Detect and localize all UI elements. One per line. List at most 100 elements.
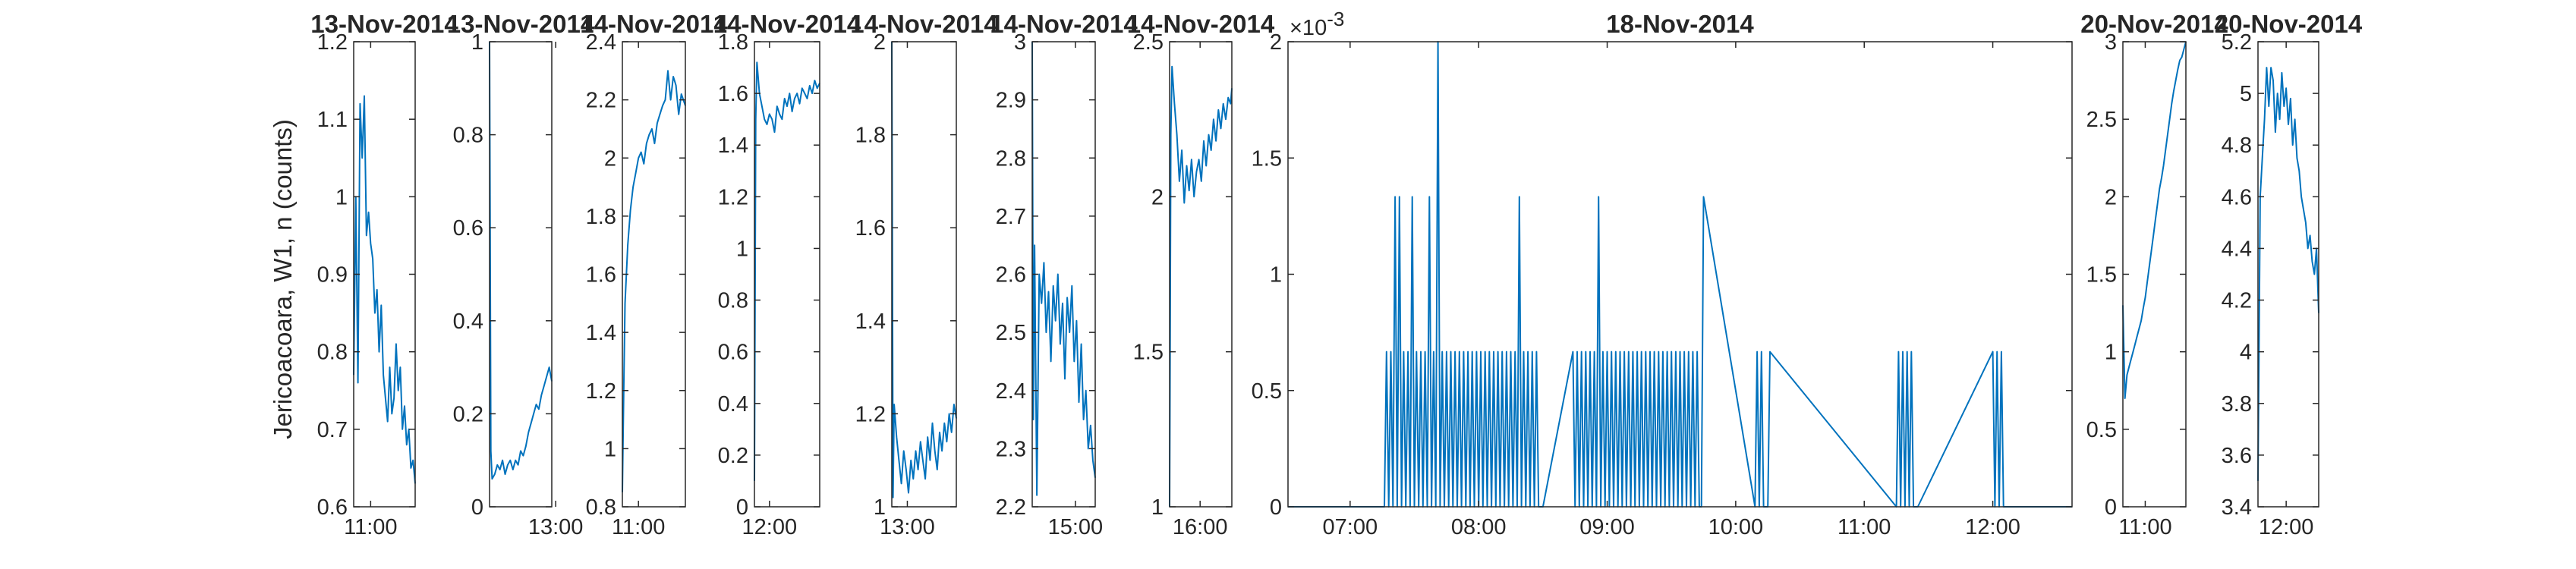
y-tick-label: 1 (335, 185, 348, 209)
y-tick-label: 0.8 (586, 495, 616, 520)
x-tick-label: 11:00 (2118, 515, 2171, 539)
y-tick-label: 1.6 (718, 82, 748, 106)
series-line (891, 41, 957, 498)
axes-box (891, 41, 957, 508)
panel-3: 0.8 1 1.2 1.4 1.6 1.8 2 2.2 2.4 11:00 14-Nov-2014 (580, 10, 728, 539)
panel-title: 13-Nov-2014 (447, 10, 595, 38)
y-tick-label: 1.4 (586, 321, 616, 345)
y-tick-label: 2.9 (996, 89, 1026, 113)
y-tick-label: 3.4 (2222, 495, 2252, 520)
y-tick-label: 1 (736, 237, 748, 261)
y-tick-label: 2.8 (996, 146, 1026, 171)
y-tick-label: 1.6 (586, 263, 616, 288)
y-tick-label: 1 (604, 437, 616, 461)
y-tick-label: 1 (2105, 341, 2117, 365)
y-tick-label: 5 (2240, 82, 2252, 106)
y-axis-label: Jericoacoara, W1, n (counts) (269, 119, 297, 439)
y-tick-label: 0.8 (317, 341, 348, 365)
y-tick-label: 2.2 (586, 89, 616, 113)
panel-9: 0 0.5 1 1.5 2 2.5 3 11:00 20-Nov-2014 (2080, 10, 2228, 539)
panels: 0.60.70.80.911.11.211:0013-Nov-201400.20… (310, 8, 2363, 539)
y-tick-label: 2.3 (996, 437, 1026, 461)
y-tick-label: 2 (1151, 185, 1164, 209)
y-tick-label: 1.2 (317, 30, 348, 55)
y-tick-label: 0.4 (718, 392, 748, 417)
y-tick-label: 0.9 (317, 263, 348, 288)
y-tick-label: 4.8 (2222, 134, 2252, 158)
panel-title: 20-Nov-2014 (2080, 10, 2228, 38)
y-tick-label: 2.2 (996, 495, 1026, 520)
y-tick-label: 2.5 (1133, 30, 1164, 55)
y-tick-label: 0 (471, 495, 483, 520)
panel-10: 3.4 3.6 3.8 4 4.2 4.4 4.6 4.8 5 5.2 12:00 20-Nov-20… (2215, 10, 2363, 539)
panel-title: 14-Nov-2014 (990, 10, 1138, 38)
y-tick-label: 0.6 (317, 495, 348, 520)
x-tick-label: 11:00 (1838, 515, 1891, 539)
y-tick-label: 2 (2105, 185, 2117, 209)
y-tick-label: 0.6 (453, 216, 483, 240)
x-tick-label: 12:00 (1965, 515, 2020, 539)
y-tick-label: 1.5 (1252, 146, 1282, 171)
axes-box (2257, 41, 2319, 508)
y-tick-label: 3 (1014, 30, 1026, 55)
x-tick-label: 13:00 (528, 515, 584, 539)
panel-5: 1 1.2 1.4 1.6 1.8 2 13:00 14-Nov-2014 (850, 10, 998, 539)
panel-title: 14-Nov-2014 (713, 10, 861, 38)
y-tick-label: 0.7 (317, 418, 348, 442)
y-tick-label: 0.6 (718, 341, 748, 365)
y-tick-label: 1.4 (718, 134, 748, 158)
y-tick-label: 5.2 (2222, 30, 2252, 55)
x-tick-label: 15:00 (1048, 515, 1104, 539)
y-tick-label: 0.8 (453, 124, 483, 148)
panel-title: 14-Nov-2014 (1127, 10, 1275, 38)
y-tick-label: 4.2 (2222, 289, 2252, 313)
y-tick-label: 3.8 (2222, 392, 2252, 417)
y-tick-label: 2.4 (586, 30, 616, 55)
y-tick-label: 2.7 (996, 205, 1026, 229)
y-tick-label: 0.2 (453, 402, 483, 426)
x-tick-label: 08:00 (1451, 515, 1507, 539)
y-tick-label: 1.8 (586, 205, 616, 229)
y-tick-label: 0.8 (718, 289, 748, 313)
series-line (754, 61, 820, 481)
x-tick-label: 11:00 (344, 515, 397, 539)
y-tick-label: 3.6 (2222, 444, 2252, 468)
x-tick-label: 09:00 (1579, 515, 1635, 539)
series-line (1169, 65, 1233, 508)
y-tick-label: 1 (1270, 263, 1282, 288)
series-line (2122, 41, 2187, 399)
y-tick-label: 1 (471, 30, 483, 55)
y-tick-label: 0.4 (453, 310, 483, 334)
y-tick-label: 1 (1151, 495, 1164, 520)
panel-6: 2.2 2.3 2.4 2.5 2.6 2.7 2.8 2.9 3 15:00 14-Nov-201… (990, 10, 1138, 539)
y-tick-label: 1.2 (855, 402, 886, 426)
x-tick-label: 11:00 (612, 515, 665, 539)
y-tick-label: 0.2 (718, 444, 748, 468)
y-tick-label: 0 (736, 495, 748, 520)
series-line (2257, 67, 2319, 481)
y-tick-label: 0 (2105, 495, 2117, 520)
y-tick-label: 2 (874, 30, 886, 55)
panel-2: 0 0.2 0.4 0.6 0.8 1 13:00 13-Nov-2014 (447, 10, 595, 539)
y-tick-label: 4.6 (2222, 185, 2252, 209)
y-tick-label: 1.8 (718, 30, 748, 55)
panel-7: 1 1.5 2 2.5 16:00 14-Nov-2014 (1127, 10, 1275, 539)
y-tick-label: 2.5 (2086, 108, 2117, 132)
x-tick-label: 16:00 (1173, 515, 1228, 539)
y-tick-label: 4 (2240, 341, 2252, 365)
y-tick-label: 2.5 (996, 321, 1026, 345)
x-tick-label: 12:00 (2259, 515, 2314, 539)
y-tick-label: 1 (874, 495, 886, 520)
y-tick-label: 2.4 (996, 379, 1026, 404)
y-tick-label: 1.2 (586, 379, 616, 404)
y-tick-label: 1.5 (1133, 341, 1164, 365)
panel-4: 0 0.2 0.4 0.6 0.8 1 1.2 1.4 1.6 1.8 12:00 14-Nov-20… (713, 10, 861, 539)
y-tick-label: 2 (1270, 30, 1282, 55)
y-tick-label: 1.4 (855, 310, 886, 334)
y-tick-label: 0.5 (2086, 418, 2117, 442)
axes-box (754, 41, 820, 508)
panel-title: 18-Nov-2014 (1606, 10, 1754, 38)
y-tick-label: 4.4 (2222, 237, 2252, 261)
series-line (1288, 41, 2072, 508)
